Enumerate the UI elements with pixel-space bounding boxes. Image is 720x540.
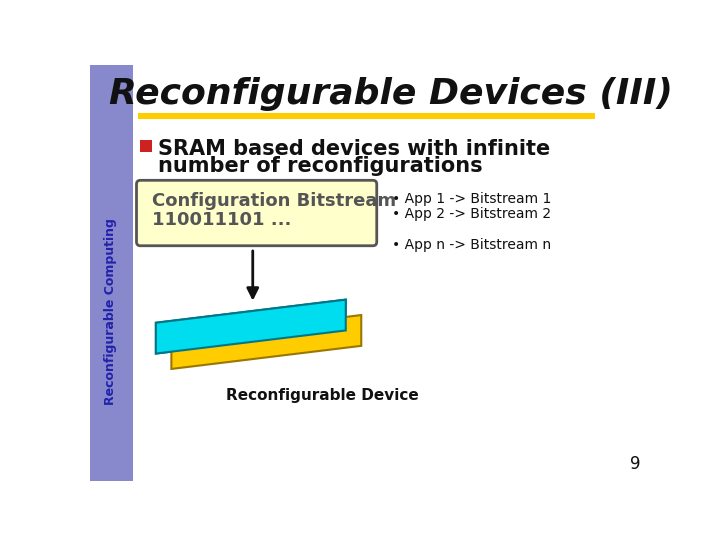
Text: number of reconfigurations: number of reconfigurations (158, 156, 483, 176)
Text: Reconfigurable Device: Reconfigurable Device (225, 388, 418, 403)
Text: Configuration Bitstream: Configuration Bitstream (152, 192, 396, 210)
Text: 9: 9 (630, 455, 640, 473)
Text: • App 2 -> Bitstream 2: • App 2 -> Bitstream 2 (392, 207, 552, 221)
Bar (90, 65, 132, 481)
Text: Reconfigurable Computing: Reconfigurable Computing (104, 218, 117, 404)
FancyBboxPatch shape (137, 180, 377, 246)
Polygon shape (156, 300, 346, 354)
Text: • App 1 -> Bitstream 1: • App 1 -> Bitstream 1 (392, 192, 552, 206)
Bar (140, 140, 152, 152)
Text: Reconfigurable Devices (III): Reconfigurable Devices (III) (109, 77, 672, 111)
Text: SRAM based devices with infinite: SRAM based devices with infinite (158, 139, 551, 159)
Text: • App n -> Bitstream n: • App n -> Bitstream n (392, 238, 552, 252)
Bar (138, 112, 595, 119)
Text: 110011101 ...: 110011101 ... (152, 211, 292, 229)
Polygon shape (171, 315, 361, 369)
Polygon shape (156, 300, 346, 354)
